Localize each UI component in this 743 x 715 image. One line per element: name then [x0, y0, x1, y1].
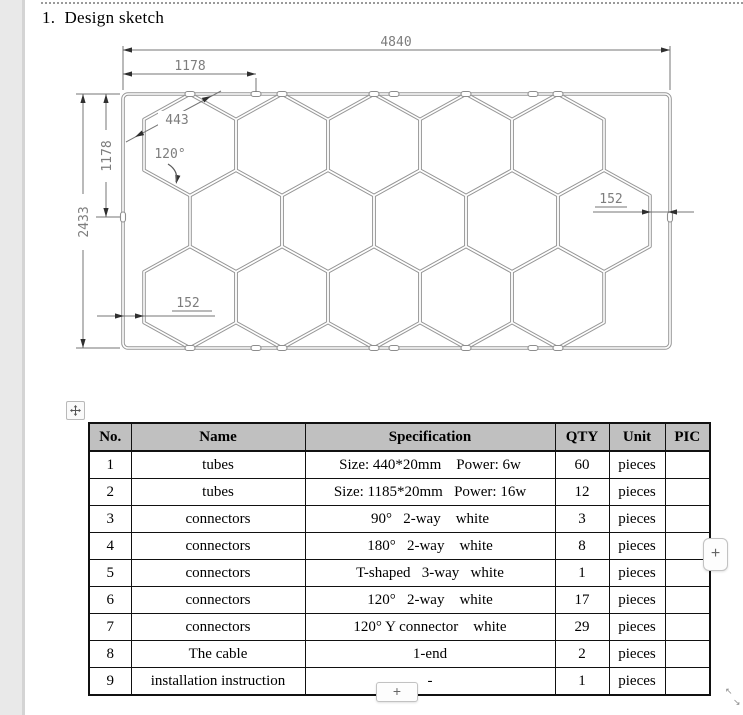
label-mask [75, 194, 91, 250]
table-cell: 5 [88, 559, 132, 587]
page-title: 1. Design sketch [42, 8, 165, 27]
table-cell: 90° 2-way white [304, 505, 556, 533]
table-cell: The cable [130, 640, 306, 668]
table-cell: 120° 2-way white [304, 586, 556, 614]
dim-overall-height: 2433 [77, 206, 92, 237]
table-cell: - [304, 667, 556, 696]
table-cell: pieces [608, 586, 666, 614]
table-cell: connectors [130, 586, 306, 614]
table-row: 4 connectors 180° 2-way white 8 pieces [88, 532, 711, 560]
table-cell [664, 450, 711, 479]
page-margin-strip [0, 0, 25, 715]
table-cell: 1-end [304, 640, 556, 668]
dim-left-segment: 1178 [100, 140, 115, 171]
dim-gap-bottom-left: 152 [176, 296, 199, 311]
table-cell [664, 559, 711, 587]
table-cell: pieces [608, 667, 666, 696]
label-mask [148, 146, 192, 161]
column-header: Name [130, 422, 306, 452]
table-row: 5 connectors T-shaped 3-way white 1 pieces [88, 559, 711, 587]
table-cell [664, 667, 711, 696]
angle-leader-arrow [167, 163, 178, 183]
table-cell: installation instruction [130, 667, 306, 696]
table-cell: Size: 1185*20mm Power: 16w [304, 478, 556, 506]
dimension-labels: 4840 1178 443 120° 2433 1178 152 152 [75, 35, 623, 311]
table-row: 3 connectors 90° 2-way white 3 pieces [88, 505, 711, 533]
table-row: 7 connectors 120° Y connector white 29 piece… [88, 613, 711, 641]
design-sketch-drawing: 4840 1178 443 120° 2433 1178 152 152 [75, 35, 694, 352]
dim-top-segment: 1178 [174, 59, 205, 74]
resize-arrow-nw-icon: ↖ [725, 687, 733, 697]
add-column-button[interactable]: + [703, 538, 728, 571]
table-cell: Size: 440*20mm Power: 6w [304, 450, 556, 479]
column-header: QTY [554, 422, 610, 452]
table-cell: 6 [88, 586, 132, 614]
table-resize-handle[interactable]: ↖ ↘ [725, 688, 743, 712]
column-header: PIC [664, 422, 711, 452]
honeycomb-tubes [121, 92, 672, 350]
table-cell: connectors [130, 613, 306, 641]
table-row: 1 tubes Size: 440*20mm Power: 6w 60 pieces [88, 450, 711, 479]
bill-of-materials-table: No. Name Specification QTY Unit PIC 1 tubes Siz… [88, 422, 711, 696]
table-cell: pieces [608, 559, 666, 587]
table-cell: pieces [608, 505, 666, 533]
table-cell: 4 [88, 532, 132, 560]
table-cell: 120° Y connector white [304, 613, 556, 641]
table-cell: 180° 2-way white [304, 532, 556, 560]
table-cell [664, 586, 711, 614]
table-cell: pieces [608, 532, 666, 560]
table-cell: connectors [130, 532, 306, 560]
table-cell: 7 [88, 613, 132, 641]
table-cell: 12 [554, 478, 610, 506]
table-cell: connectors [130, 505, 306, 533]
move-cross-icon [70, 405, 81, 416]
table-row: 6 connectors 120° 2-way white 17 pieces [88, 586, 711, 614]
label-mask [158, 111, 196, 127]
column-header: No. [88, 422, 132, 452]
table-cell: pieces [608, 450, 666, 479]
table-row: 8 The cable 1-end 2 pieces [88, 640, 711, 668]
label-mask [98, 130, 114, 182]
table-cell [664, 478, 711, 506]
tube-connectors [119, 90, 674, 352]
table-cell: 1 [554, 667, 610, 696]
resize-arrow-se-icon: ↘ [733, 698, 741, 708]
table-cell: 29 [554, 613, 610, 641]
table-cell [664, 613, 711, 641]
dim-gap-right: 152 [599, 192, 622, 207]
table-cell [664, 640, 711, 668]
dim-overall-width: 4840 [380, 35, 411, 50]
table-cell [664, 505, 711, 533]
section-boundary-dotted-line [41, 2, 743, 4]
table-move-handle[interactable] [66, 401, 85, 420]
table-cell: 3 [88, 505, 132, 533]
table-cell: pieces [608, 478, 666, 506]
column-header: Specification [304, 422, 556, 452]
table-cell: 2 [88, 478, 132, 506]
table-cell: 9 [88, 667, 132, 696]
table-cell: T-shaped 3-way white [304, 559, 556, 587]
table-cell: 3 [554, 505, 610, 533]
table-cell: pieces [608, 613, 666, 641]
table-cell: 8 [554, 532, 610, 560]
table-cell: 1 [554, 559, 610, 587]
table-cell: tubes [130, 450, 306, 479]
table-cell: 60 [554, 450, 610, 479]
table-cell: connectors [130, 559, 306, 587]
table-cell: tubes [130, 478, 306, 506]
dim-hex-edge: 443 [165, 113, 188, 128]
table-header-row: No. Name Specification QTY Unit PIC [88, 422, 711, 452]
table-row: 2 tubes Size: 1185*20mm Power: 16w 12 pieces [88, 478, 711, 506]
table-cell: 17 [554, 586, 610, 614]
table-cell: 8 [88, 640, 132, 668]
table-cell: 1 [88, 450, 132, 479]
table-row: 9 installation instruction -1 pieces [88, 667, 711, 696]
column-header: Unit [608, 422, 666, 452]
dim-hex-angle: 120° [154, 147, 185, 162]
add-row-button[interactable]: + [376, 682, 418, 702]
table-cell: pieces [608, 640, 666, 668]
table-cell: 2 [554, 640, 610, 668]
